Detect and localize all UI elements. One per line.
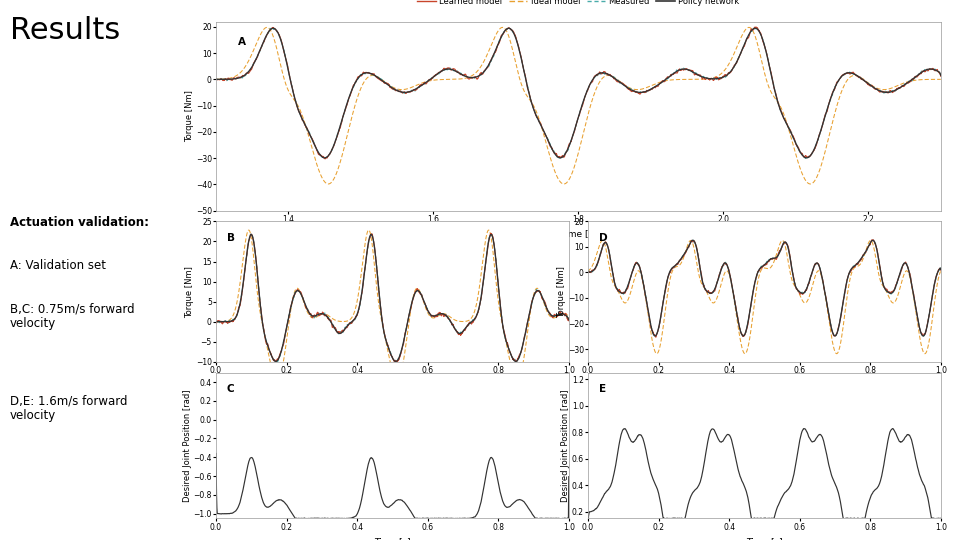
Y-axis label: Torque [Nm]: Torque [Nm] (185, 90, 194, 142)
Y-axis label: Torque [Nm]: Torque [Nm] (558, 266, 566, 318)
Legend: Learned model, Ideal model, Measured, Policy network: Learned model, Ideal model, Measured, Po… (414, 0, 743, 9)
Y-axis label: Torque [Nm]: Torque [Nm] (185, 266, 195, 318)
X-axis label: Time [s]: Time [s] (746, 537, 782, 540)
X-axis label: Time [s]: Time [s] (374, 537, 411, 540)
Text: B: B (227, 233, 234, 242)
Text: C: C (227, 384, 234, 394)
Text: D: D (599, 233, 608, 242)
Text: D,E: 1.6m/s forward
velocity: D,E: 1.6m/s forward velocity (10, 394, 127, 422)
Text: E: E (599, 384, 606, 394)
Text: A: Validation set: A: Validation set (10, 259, 106, 272)
Text: Results: Results (10, 16, 120, 45)
Text: A: A (238, 37, 246, 47)
Text: Actuation validation:: Actuation validation: (10, 216, 149, 229)
X-axis label: Time [s]: Time [s] (560, 230, 597, 238)
Text: B,C: 0.75m/s forward
velocity: B,C: 0.75m/s forward velocity (10, 302, 134, 330)
Y-axis label: Desired Joint Position [rad]: Desired Joint Position [rad] (183, 389, 192, 502)
Y-axis label: Desired Joint Position [rad]: Desired Joint Position [rad] (562, 389, 570, 502)
